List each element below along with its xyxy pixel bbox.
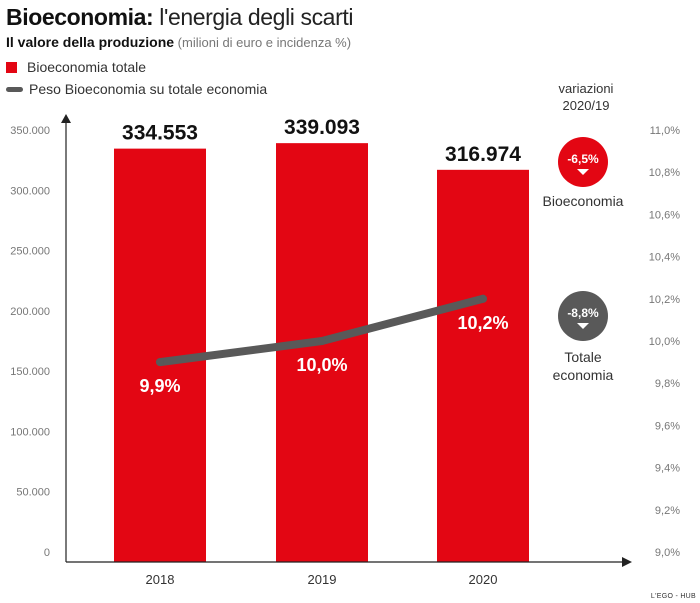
line-point [479, 294, 487, 303]
left-tick-label: 100.000 [10, 426, 50, 438]
right-tick-label: 9,6% [655, 420, 680, 432]
right-tick-label: 10,6% [649, 209, 680, 221]
chart-subtitle: Il valore della produzione (milioni di e… [6, 34, 351, 50]
right-tick-label: 10,2% [649, 294, 680, 306]
legend-swatch-bar [6, 61, 17, 73]
right-tick-label: 9,2% [655, 505, 680, 517]
right-axis-ticks: 9,0% 9,2% 9,4% 9,6% 9,8% 10,0% 10,2% 10,4% 10,6%… [649, 125, 680, 559]
right-tick-label: 10,8% [649, 167, 680, 179]
axes [61, 114, 632, 567]
left-tick-label: 150.000 [10, 366, 50, 378]
left-tick-label: 200.000 [10, 306, 50, 318]
variations-heading: variazioni 2020/19 [548, 80, 624, 114]
x-axis-ticks: 2018 2019 2020 [146, 572, 498, 587]
line-value-labels: 9,9% 10,0% 10,2% [139, 313, 508, 396]
right-tick-label: 9,4% [655, 463, 680, 475]
x-tick-label: 2018 [146, 572, 175, 587]
legend-label-bar: Bioeconomia totale [27, 59, 147, 75]
x-tick-label: 2020 [469, 572, 498, 587]
subtitle-bold: Il valore della produzione [6, 34, 175, 50]
bio-variation-badge: -6,5% [558, 137, 608, 187]
line-point [156, 358, 164, 367]
legend-label-line: Peso Bioeconomia su totale economia [29, 81, 268, 97]
bar-value-label: 339.093 [284, 116, 360, 139]
right-tick-label: 10,0% [649, 336, 680, 348]
bio-badge-value: -6,5% [567, 152, 599, 166]
right-tick-label: 11,0% [650, 125, 681, 137]
legend-item-bar: Bioeconomia totale [6, 59, 146, 75]
title-rest: l'energia degli scarti [153, 4, 354, 30]
variations-heading-line1: variazioni [558, 81, 614, 96]
line-value-label: 10,0% [296, 355, 347, 375]
bar [437, 169, 529, 562]
left-axis-ticks: 0 50.000 100.000 150.000 200.000 250.000 300.0… [10, 125, 50, 559]
left-tick-label: 250.000 [10, 246, 50, 258]
left-tick-label: 300.000 [10, 185, 50, 197]
credit-label: L'EGO - HUB [650, 593, 696, 600]
right-tick-label: 9,8% [655, 378, 680, 390]
down-arrow-icon [577, 323, 589, 329]
line-value-label: 10,2% [457, 313, 508, 333]
down-arrow-icon [577, 169, 589, 175]
bar-value-label: 316.974 [445, 143, 521, 166]
title-bold: Bioeconomia: [6, 4, 154, 30]
right-tick-label: 9,0% [655, 547, 680, 559]
line-value-label: 9,9% [139, 376, 180, 396]
bio-badge-circle [558, 137, 608, 187]
legend-swatch-line [6, 86, 23, 92]
line-series [156, 294, 487, 367]
bio-badge-label: Bioeconomia [543, 193, 624, 209]
subtitle-unit: (milioni di euro e incidenza %) [174, 35, 352, 50]
left-tick-label: 50.000 [16, 487, 50, 499]
tot-badge-label-line2: economia [553, 367, 614, 383]
bar [276, 143, 368, 562]
left-axis-arrow-icon [61, 114, 71, 123]
tot-badge-label-line1: Totale [564, 349, 602, 365]
line-point [318, 337, 326, 345]
x-tick-label: 2019 [308, 572, 337, 587]
tot-badge-value: -8,8% [567, 306, 599, 320]
left-tick-label: 0 [44, 547, 50, 559]
x-axis-arrow-icon [622, 557, 632, 567]
bar-value-label: 334.553 [122, 122, 198, 145]
bar-series [114, 143, 529, 562]
bar-value-labels: 334.553 339.093 316.974 [122, 116, 521, 166]
legend-item-line: Peso Bioeconomia su totale economia [6, 81, 267, 97]
left-tick-label: 350.000 [10, 125, 50, 137]
chart-title: Bioeconomia: l'energia degli scarti [6, 4, 353, 30]
tot-variation-badge: -8,8% [558, 291, 608, 341]
variations-heading-line2: 2020/19 [562, 98, 610, 113]
tot-badge-circle [558, 291, 608, 341]
right-tick-label: 10,4% [649, 252, 680, 264]
